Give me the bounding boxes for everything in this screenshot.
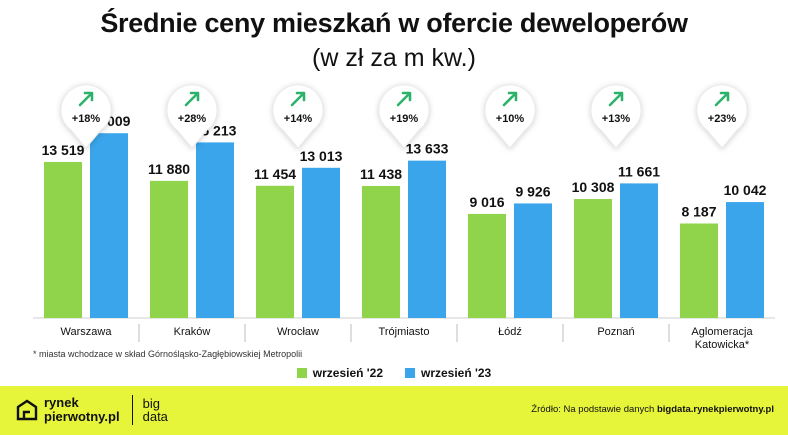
legend-swatch-2023 (405, 368, 415, 378)
big-data-logo: big data (143, 397, 168, 423)
big-data-line-2: data (142, 409, 168, 424)
arrow-up-right-icon (502, 92, 517, 107)
arrow-up-right-icon (184, 92, 199, 107)
change-badge (166, 84, 218, 149)
arrow-up-right-icon-head (295, 91, 306, 102)
source-link[interactable]: bigdata.rynekpierwotny.pl (656, 404, 774, 415)
value-label-2023: 9 926 (515, 183, 550, 199)
bar-2023 (302, 167, 340, 318)
change-label: +19% (390, 113, 419, 125)
x-tick-label: Kraków (174, 326, 211, 338)
value-label-2023: 10 042 (724, 182, 767, 198)
x-tick-label: Katowicka* (695, 339, 750, 351)
bar-2023 (620, 183, 658, 318)
chart-subtitle: (w zł za m kw.) (312, 44, 476, 72)
arrow-up-right-icon (78, 92, 93, 107)
change-badge (378, 84, 430, 149)
bar-2023 (514, 203, 552, 318)
logo-divider (131, 395, 133, 425)
source-note: Źródło: Na podstawie danych bigdata.ryne… (531, 404, 774, 415)
bar-2022 (256, 185, 294, 318)
footnote: * miasta wchodzace w skład Górnośląsko-Z… (33, 349, 303, 359)
change-badge (696, 84, 748, 149)
bar-2023 (726, 202, 764, 318)
logo-text: rynek pierwotny.pl (44, 396, 120, 424)
arrow-up-right-icon-head (613, 91, 624, 102)
change-label: +23% (708, 113, 737, 125)
legend: wrzesień '22 wrzesień '23 (0, 366, 788, 380)
big-data-line-1: big (142, 396, 160, 411)
legend-swatch-2022 (296, 368, 307, 378)
legend-label-2022: wrzesień '22 (312, 366, 383, 380)
x-tick-label: Aglomeracja (691, 326, 753, 338)
arrow-up-right-icon-head (401, 91, 412, 102)
value-label-2022: 10 308 (572, 179, 615, 195)
change-badge (590, 84, 642, 149)
value-label-2022: 9 016 (469, 194, 504, 210)
value-label-2022: 8 187 (681, 203, 716, 219)
x-tick-label: Wrocław (277, 326, 319, 338)
rynekpierwotny-logo[interactable]: rynek pierwotny.pl big data (15, 395, 168, 425)
bar-2023 (408, 160, 446, 318)
x-tick-label: Poznań (597, 326, 634, 338)
arrow-up-right-icon-head (189, 91, 200, 102)
bar-2022 (362, 185, 400, 318)
arrow-up-right-icon (290, 92, 305, 107)
arrow-up-right-icon-head (83, 91, 94, 102)
bar-2022 (680, 223, 718, 318)
logo-line-2: pierwotny.pl (44, 409, 120, 424)
logo-mark-icon (15, 398, 39, 422)
change-label: +28% (178, 113, 207, 125)
arrow-up-right-icon (714, 92, 729, 107)
legend-item-2022: wrzesień '22 (296, 366, 383, 380)
arrow-up-right-icon (396, 92, 411, 107)
value-label-2023: 13 013 (300, 148, 343, 164)
bar-2022 (574, 199, 612, 318)
bar-2023 (90, 133, 128, 318)
value-label-2023: 13 633 (406, 141, 449, 157)
value-label-2022: 11 880 (148, 161, 190, 177)
bar-2022 (44, 161, 82, 318)
change-label: +14% (284, 113, 313, 125)
x-tick-label: Warszawa (61, 326, 113, 338)
bar-2022 (468, 213, 506, 318)
bar-2023 (196, 142, 234, 318)
x-tick-label: Łódź (498, 326, 522, 338)
chart-title: Średnie ceny mieszkań w ofercie dewelope… (100, 8, 688, 38)
change-label: +18% (72, 113, 101, 125)
change-badge (272, 84, 324, 149)
source-prefix: Źródło: Na podstawie danych (531, 404, 657, 415)
x-tick-label: Trójmiasto (379, 326, 430, 338)
change-badge (484, 84, 536, 149)
value-label-2023: 11 661 (618, 163, 660, 179)
value-label-2022: 13 519 (42, 142, 85, 158)
arrow-up-right-icon-head (507, 91, 518, 102)
value-label-2022: 11 438 (360, 166, 402, 182)
bar-2022 (150, 180, 188, 318)
change-label: +10% (496, 113, 525, 125)
logo-line-1: rynek (44, 395, 79, 410)
arrow-up-right-icon-head (719, 91, 730, 102)
change-badge (60, 84, 112, 149)
value-label-2022: 11 454 (254, 166, 296, 182)
legend-item-2023: wrzesień '23 (405, 366, 491, 380)
footer-bar: rynek pierwotny.pl big data Źródło: Na p… (0, 386, 788, 435)
change-label: +13% (602, 113, 631, 125)
arrow-up-right-icon (608, 92, 623, 107)
legend-label-2023: wrzesień '23 (421, 366, 492, 380)
